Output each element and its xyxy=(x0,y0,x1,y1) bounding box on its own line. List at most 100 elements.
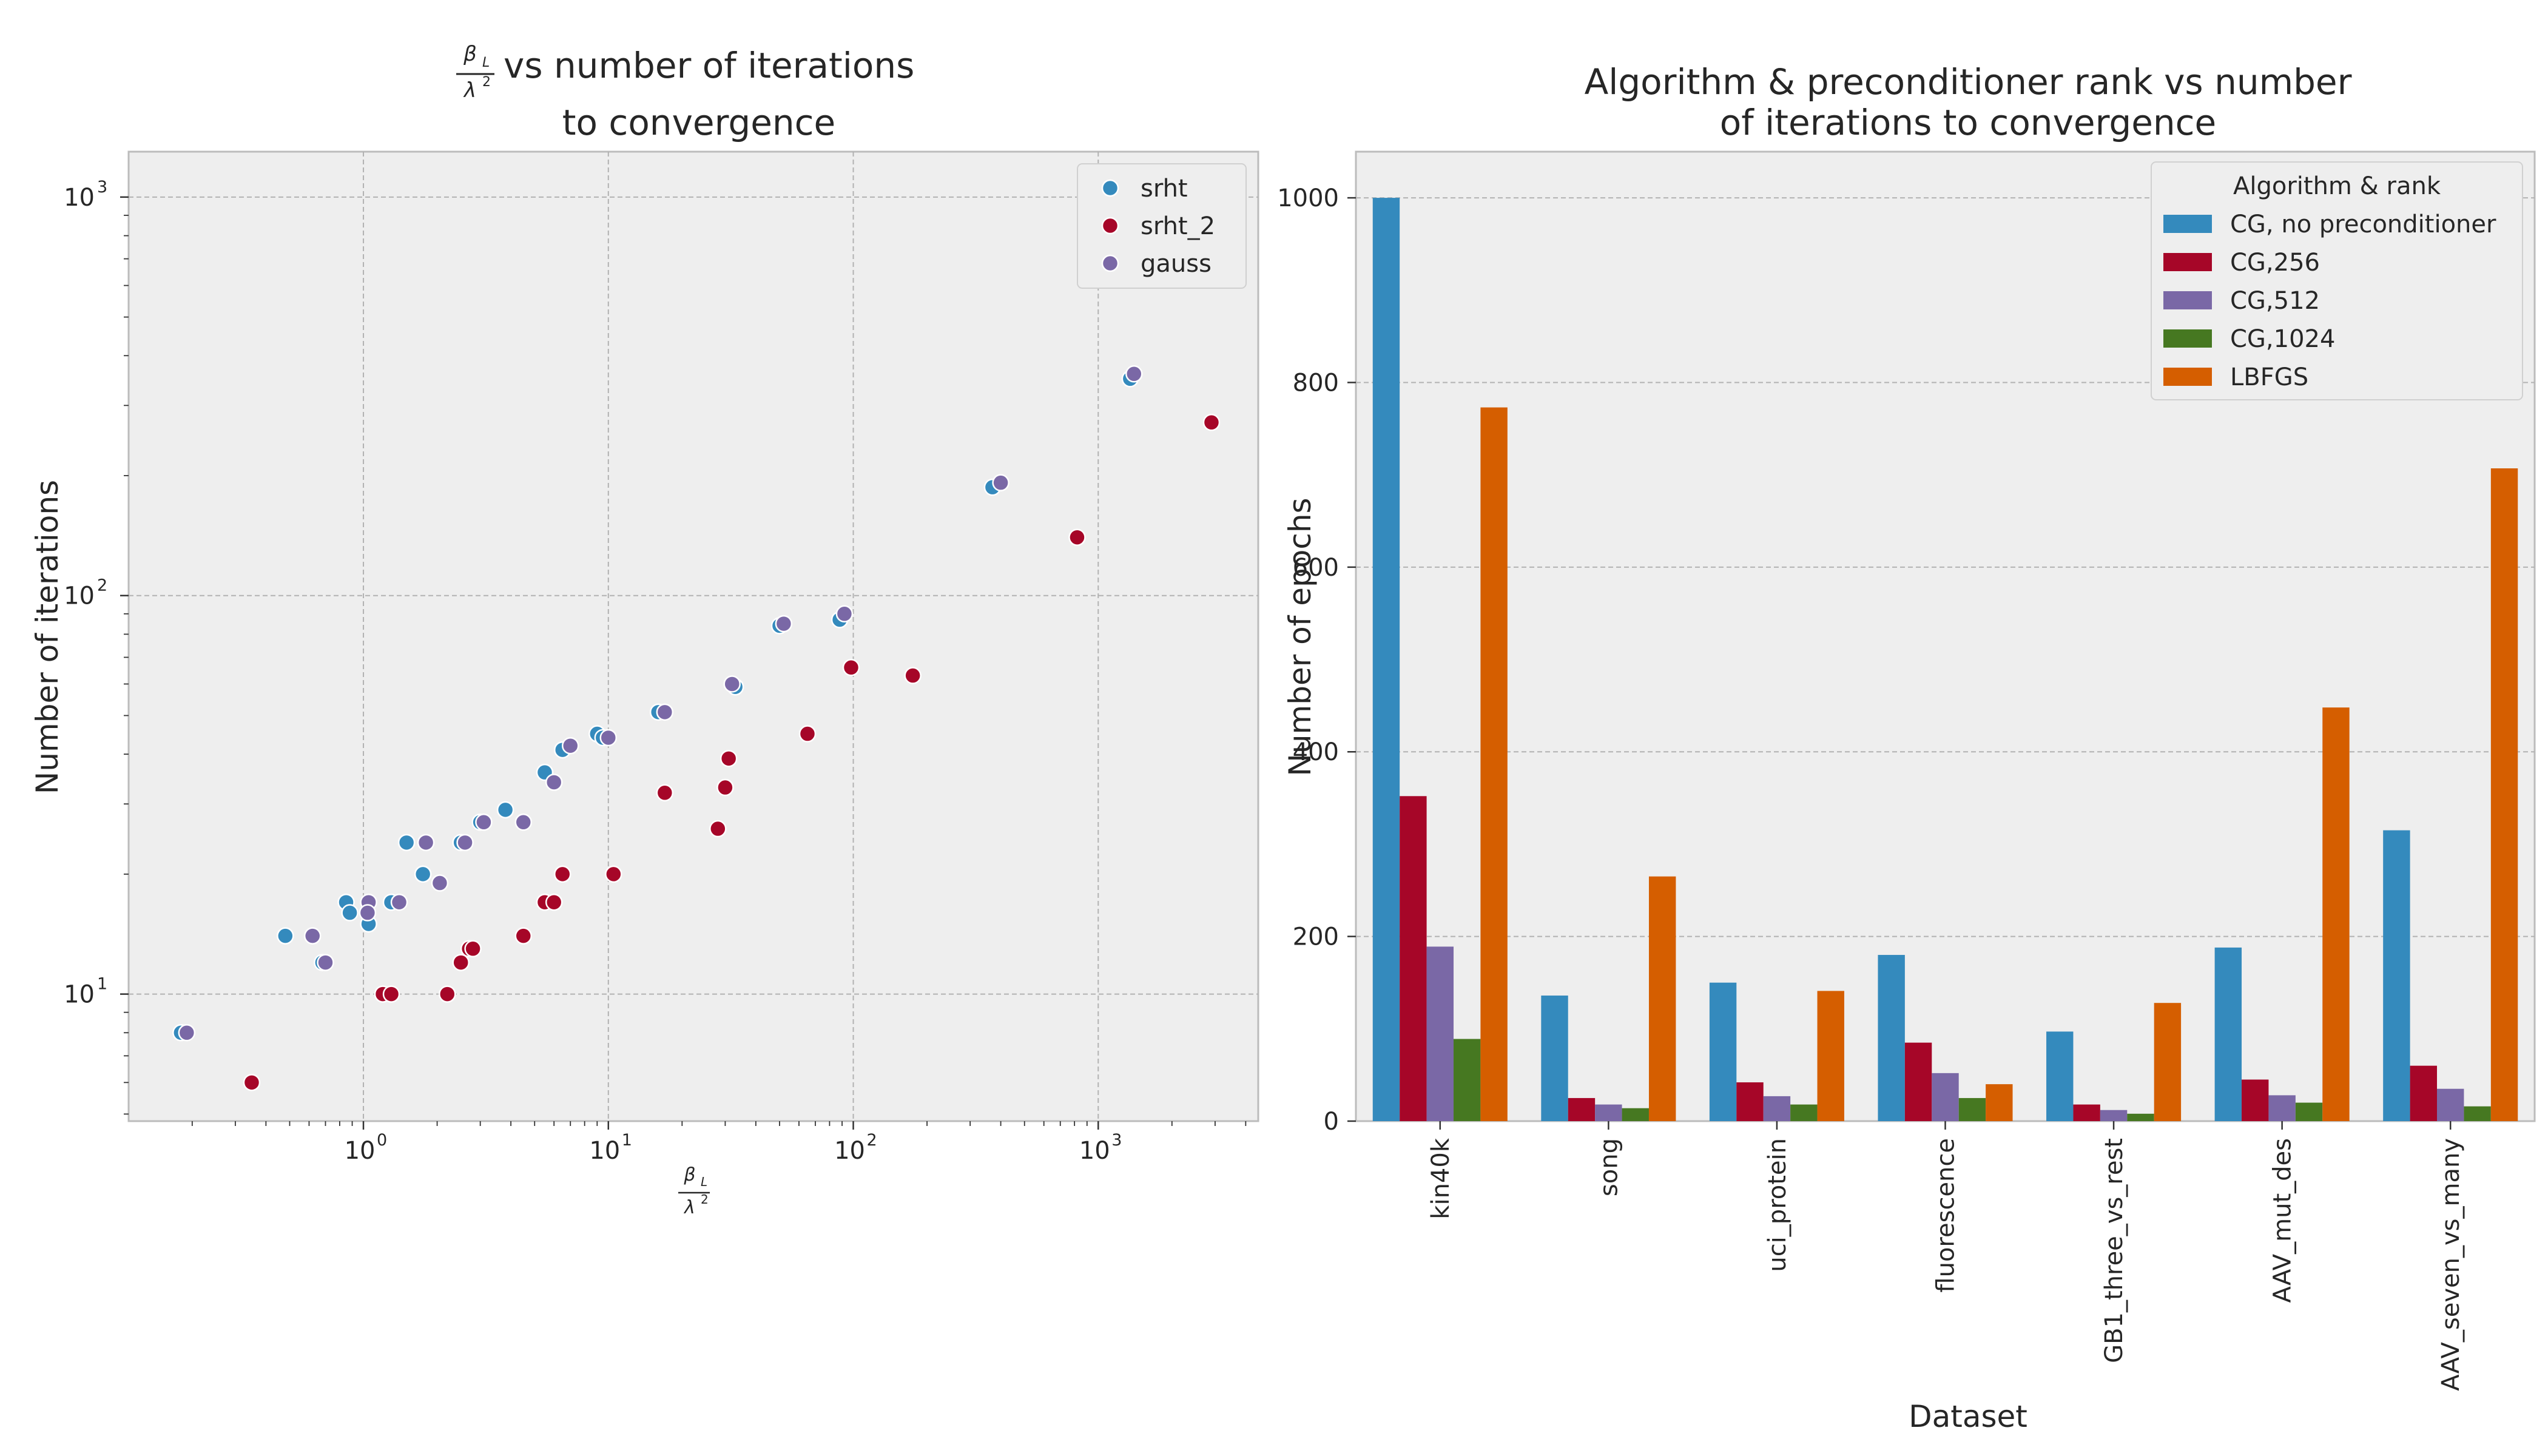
bar-legend-swatch xyxy=(2163,215,2212,233)
bar-x-tick-label: kin40k xyxy=(1427,1138,1455,1219)
scatter-point xyxy=(303,927,322,945)
bar-legend-label: CG,256 xyxy=(2230,249,2320,277)
bar xyxy=(2295,1102,2323,1121)
scatter-point xyxy=(1068,528,1086,546)
svg-text:1: 1 xyxy=(97,975,107,994)
svg-text:3: 3 xyxy=(1111,1131,1122,1150)
scatter-point xyxy=(382,985,400,1003)
scatter-point xyxy=(397,834,416,852)
scatter-point xyxy=(178,1024,196,1042)
scatter-point xyxy=(452,954,470,971)
svg-text:2: 2 xyxy=(482,75,491,90)
scatter-point xyxy=(798,725,817,743)
bar-x-tick-label: fluorescence xyxy=(1932,1138,1960,1293)
svg-text:L: L xyxy=(701,1175,707,1189)
bar xyxy=(1986,1084,2013,1121)
bar xyxy=(1372,198,1400,1122)
scatter-point xyxy=(775,615,793,633)
scatter-x-axis-label: β L λ 2 xyxy=(678,1164,710,1218)
bar xyxy=(2437,1088,2464,1121)
bar-x-tick-label: uci_protein xyxy=(1764,1138,1791,1272)
svg-text:10: 10 xyxy=(64,981,95,1009)
scatter-point xyxy=(723,675,741,693)
scatter-title: β L λ 2 vs number of iterations to conve… xyxy=(456,42,914,143)
bar xyxy=(2100,1110,2128,1121)
svg-text:β: β xyxy=(463,42,477,66)
bar-group-AAV_seven_vs_many xyxy=(2383,468,2518,1121)
scatter-point xyxy=(656,784,674,802)
bar xyxy=(1568,1097,1596,1121)
bar xyxy=(1648,876,1676,1121)
svg-text:10: 10 xyxy=(1079,1137,1110,1165)
scatter-legend-item: gauss xyxy=(1101,250,1212,278)
scatter-point xyxy=(514,927,533,945)
bar-x-axis-label: Dataset xyxy=(1909,1399,2027,1434)
scatter-point xyxy=(359,904,377,922)
scatter-points xyxy=(172,365,1221,1091)
scatter-plot-area xyxy=(127,150,1259,1122)
scatter-point xyxy=(835,605,854,623)
scatter-point xyxy=(553,865,571,883)
svg-text:10: 10 xyxy=(64,184,95,212)
scatter-x-tick-label: 10 3 xyxy=(1079,1131,1122,1165)
scatter-point xyxy=(475,814,493,831)
scatter-point xyxy=(417,834,435,852)
svg-text:1: 1 xyxy=(622,1131,632,1150)
scatter-point xyxy=(720,750,738,767)
scatter-legend-label: srht_2 xyxy=(1141,212,1215,240)
bar xyxy=(2046,1031,2074,1121)
svg-text:10: 10 xyxy=(345,1137,376,1165)
scatter-legend-item: srht xyxy=(1101,175,1188,203)
bar-group-song xyxy=(1541,876,1676,1121)
bar xyxy=(1622,1108,1649,1121)
scatter-point xyxy=(439,985,456,1003)
bar-legend-item: CG, no preconditioner xyxy=(2163,211,2496,238)
bar-group-uci_protein xyxy=(1709,982,1844,1121)
bar xyxy=(1426,946,1454,1121)
bar xyxy=(1453,1039,1481,1121)
scatter-point xyxy=(656,703,674,721)
scatter-point xyxy=(605,865,622,883)
bar xyxy=(1480,407,1508,1121)
bar xyxy=(2214,947,2242,1121)
scatter-series-gauss xyxy=(178,365,1143,1042)
svg-text:β: β xyxy=(683,1164,695,1185)
svg-text:10: 10 xyxy=(589,1137,620,1165)
scatter-point xyxy=(1125,365,1143,383)
bar-legend-swatch xyxy=(2163,368,2212,386)
bar xyxy=(1595,1104,1622,1121)
scatter-grid xyxy=(129,152,1258,1121)
bar-legend-item: LBFGS xyxy=(2163,363,2308,391)
scatter-point xyxy=(716,778,734,797)
scatter-point xyxy=(545,774,563,791)
bar-legend-item: CG,512 xyxy=(2163,287,2320,315)
scatter-y-tick-label: 10 3 xyxy=(64,178,107,212)
svg-text:λ: λ xyxy=(463,78,476,103)
svg-text:λ: λ xyxy=(683,1197,695,1218)
bar-y-tick-label: 200 xyxy=(1293,923,1339,951)
bar-y-tick-label: 0 xyxy=(1324,1108,1339,1136)
bar-bars xyxy=(1372,198,2518,1122)
bar-x-tick-label: song xyxy=(1595,1138,1623,1196)
bar xyxy=(2242,1079,2269,1121)
bar xyxy=(2410,1065,2438,1121)
svg-text:10: 10 xyxy=(64,582,95,610)
bar xyxy=(1878,955,1905,1121)
svg-text:2: 2 xyxy=(701,1192,709,1207)
bar-legend-title: Algorithm & rank xyxy=(2233,172,2441,200)
scatter-x-tick-label: 10 1 xyxy=(589,1131,632,1165)
scatter-point xyxy=(464,940,482,958)
scatter-point xyxy=(496,801,514,819)
svg-text:2: 2 xyxy=(97,576,107,595)
scatter-y-tick-label: 10 2 xyxy=(64,576,107,610)
scatter-point xyxy=(709,820,727,838)
scatter-title-fraction: β L λ 2 xyxy=(456,42,494,103)
bar-legend-label: CG,1024 xyxy=(2230,325,2335,353)
scatter-legend-marker xyxy=(1101,217,1119,235)
scatter-point xyxy=(545,893,563,911)
bar-legend-label: CG,512 xyxy=(2230,287,2320,315)
scatter-series-srht_2 xyxy=(243,414,1221,1091)
bar xyxy=(1790,1104,1818,1121)
